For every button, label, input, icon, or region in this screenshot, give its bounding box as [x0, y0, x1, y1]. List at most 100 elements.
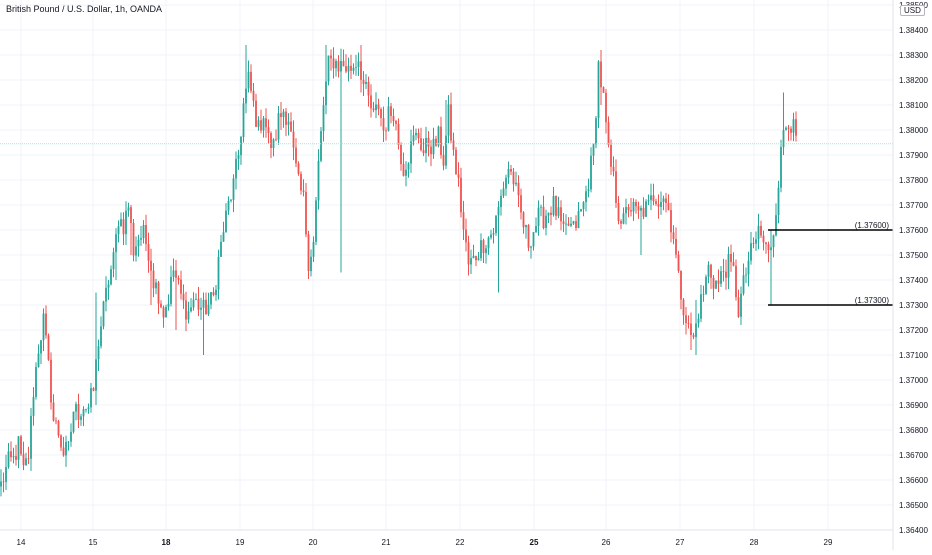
candle-body: [620, 220, 622, 224]
candle-body: [512, 171, 515, 185]
candle-body: [47, 335, 50, 360]
candle-body: [542, 206, 545, 229]
candle-body: [7, 451, 10, 468]
candle-body: [427, 137, 430, 147]
x-tick-label: 25: [530, 538, 539, 547]
candle-body: [635, 201, 637, 207]
candle-body: [430, 146, 432, 155]
x-tick-label: 27: [676, 538, 685, 547]
candle-body: [502, 188, 505, 196]
candle-body: [432, 138, 435, 155]
candle-body: [520, 195, 522, 213]
candle-body: [570, 223, 572, 226]
candle-body: [280, 113, 282, 118]
candle-body: [580, 209, 582, 212]
currency-badge[interactable]: USD: [900, 5, 925, 16]
candle-body: [350, 65, 352, 71]
candle-body: [215, 289, 217, 296]
candle-body: [747, 260, 750, 275]
level-label: (1.37600): [855, 221, 890, 230]
candle-body: [130, 207, 132, 224]
candle-body: [725, 271, 727, 278]
candle-body: [22, 454, 25, 466]
candle-body: [595, 118, 597, 145]
candle-body: [10, 451, 12, 458]
candle-body: [460, 177, 462, 213]
candle-body: [27, 458, 30, 460]
candle-body: [575, 221, 577, 229]
candle-body: [770, 247, 772, 251]
candle-body: [657, 204, 660, 207]
candle-body: [5, 467, 7, 482]
candle-body: [135, 246, 137, 256]
candle-body: [485, 248, 487, 254]
candle-body: [567, 223, 570, 226]
candle-body: [722, 271, 725, 273]
x-tick-label: 28: [750, 538, 759, 547]
candle-body: [442, 154, 445, 166]
candle-body: [367, 81, 370, 96]
candle-body: [140, 238, 142, 240]
candle-body: [262, 118, 265, 131]
candle-body: [755, 239, 757, 244]
candle-body: [412, 135, 415, 142]
candle-body: [445, 135, 447, 166]
candle-body: [435, 138, 437, 146]
candle-body: [227, 200, 230, 211]
candle-body: [147, 244, 150, 261]
candle-body: [62, 447, 65, 456]
candle-body: [700, 294, 702, 319]
candle-body: [450, 104, 452, 141]
candle-body: [242, 103, 245, 137]
y-tick-label: 1.37500: [899, 251, 928, 260]
candle-body: [540, 206, 542, 208]
candle-body: [332, 58, 335, 69]
candle-body: [477, 258, 480, 261]
candle-body: [295, 147, 297, 164]
candle-body: [335, 60, 337, 69]
candle-body: [715, 280, 717, 289]
candle-body: [670, 210, 672, 233]
candle-body: [177, 277, 180, 280]
candle-body: [510, 168, 512, 172]
y-tick-label: 1.37900: [899, 151, 928, 160]
candle-body: [617, 202, 620, 221]
candle-body: [410, 141, 412, 164]
y-tick-label: 1.37100: [899, 351, 928, 360]
candle-body: [312, 241, 315, 257]
candle-body: [190, 307, 192, 312]
candle-body: [272, 139, 275, 149]
y-tick-label: 1.37000: [899, 376, 928, 385]
candle-body: [492, 233, 495, 235]
x-tick-label: 14: [17, 538, 26, 547]
candle-body: [517, 182, 520, 196]
candle-body: [15, 456, 17, 460]
candle-body: [80, 416, 82, 420]
candle-body: [717, 280, 720, 284]
candle-body: [762, 235, 765, 243]
candle-body: [777, 187, 780, 216]
candle-body: [12, 456, 15, 458]
candle-body: [772, 235, 775, 248]
candle-body: [775, 215, 777, 236]
candle-body: [252, 90, 255, 101]
candle-body: [737, 297, 740, 317]
x-tick-label: 26: [602, 538, 611, 547]
candle-body: [57, 421, 60, 436]
candle-body: [372, 108, 375, 111]
candle-body: [55, 420, 57, 422]
candle-body: [327, 55, 330, 82]
candle-body: [292, 131, 295, 148]
candle-body: [385, 130, 387, 132]
candle-body: [702, 293, 705, 295]
candle-body: [760, 225, 762, 236]
candle-body: [137, 239, 140, 247]
candle-body: [355, 66, 357, 68]
y-tick-label: 1.38200: [899, 76, 928, 85]
chart-title: British Pound / U.S. Dollar, 1h, OANDA: [6, 4, 163, 14]
candle-body: [467, 242, 470, 265]
candle-body: [225, 210, 227, 233]
candle-body: [172, 270, 175, 277]
x-tick-label: 20: [309, 538, 318, 547]
